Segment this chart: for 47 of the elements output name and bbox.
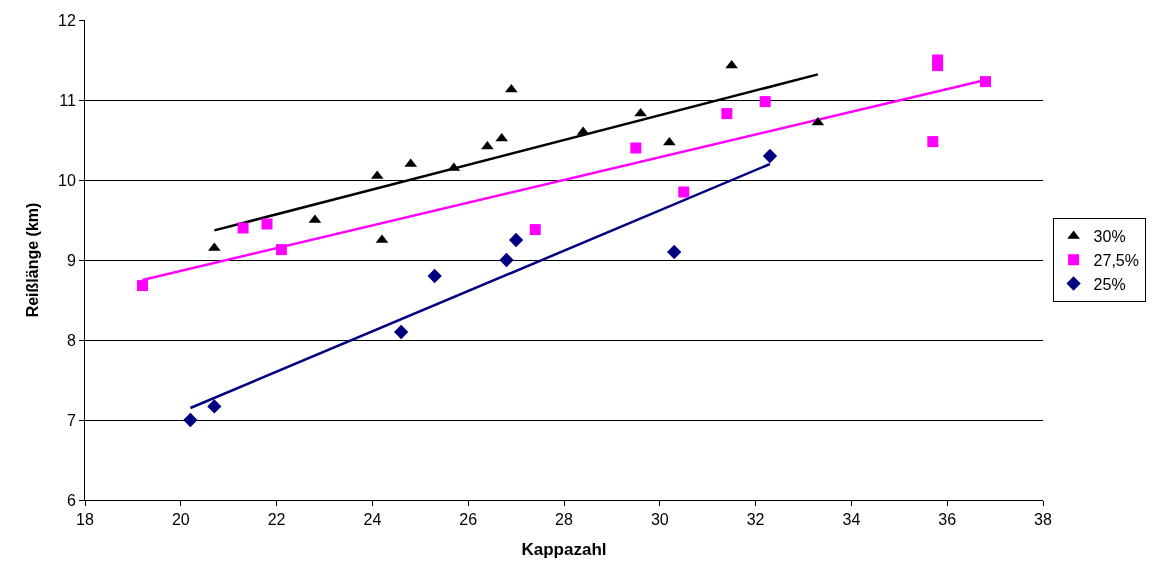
x-tick-label: 32 <box>746 511 765 529</box>
point <box>811 116 825 126</box>
x-tick-label: 28 <box>555 511 573 529</box>
x-tick-label: 26 <box>459 511 478 529</box>
point <box>529 224 541 236</box>
y-axis-title: Reißlänge (km) <box>23 202 41 318</box>
y-tick-label: 12 <box>58 11 76 29</box>
point <box>183 412 198 428</box>
point <box>261 218 273 230</box>
y-tick-label: 6 <box>66 491 76 509</box>
point <box>678 186 690 198</box>
point <box>508 232 524 248</box>
point <box>980 76 992 88</box>
point <box>927 136 939 148</box>
x-tick-label: 30 <box>650 511 669 529</box>
point <box>481 140 494 150</box>
x-tick-label: 34 <box>842 511 861 529</box>
point <box>499 252 514 268</box>
point <box>275 244 287 256</box>
x-tick-label: 24 <box>363 511 382 529</box>
point <box>663 136 676 146</box>
point <box>237 222 249 234</box>
point <box>393 324 409 340</box>
legend-label: 27,5% <box>1093 251 1139 269</box>
x-tick-label: 22 <box>267 511 286 529</box>
point <box>136 280 148 292</box>
point <box>762 148 778 164</box>
point <box>630 142 642 154</box>
x-tick-label: 38 <box>1034 511 1052 529</box>
y-tick-label: 11 <box>59 91 76 109</box>
x-tick-label: 20 <box>171 511 190 529</box>
x-tick-label: 18 <box>76 511 94 529</box>
point <box>207 399 222 414</box>
x-tick-label: 36 <box>938 511 957 529</box>
point <box>495 132 509 142</box>
y-tick-label: 9 <box>66 251 76 269</box>
y-tick-label: 7 <box>66 411 76 429</box>
point <box>759 96 771 108</box>
x-axis-title: Kappazahl <box>521 539 607 559</box>
point <box>932 60 944 72</box>
legend-label: 25% <box>1093 275 1126 293</box>
y-tick-label: 8 <box>66 331 76 349</box>
legend-label: 30% <box>1093 228 1126 246</box>
point <box>721 108 733 120</box>
y-tick-label: 10 <box>58 171 76 189</box>
point <box>667 244 682 260</box>
point <box>427 268 442 284</box>
